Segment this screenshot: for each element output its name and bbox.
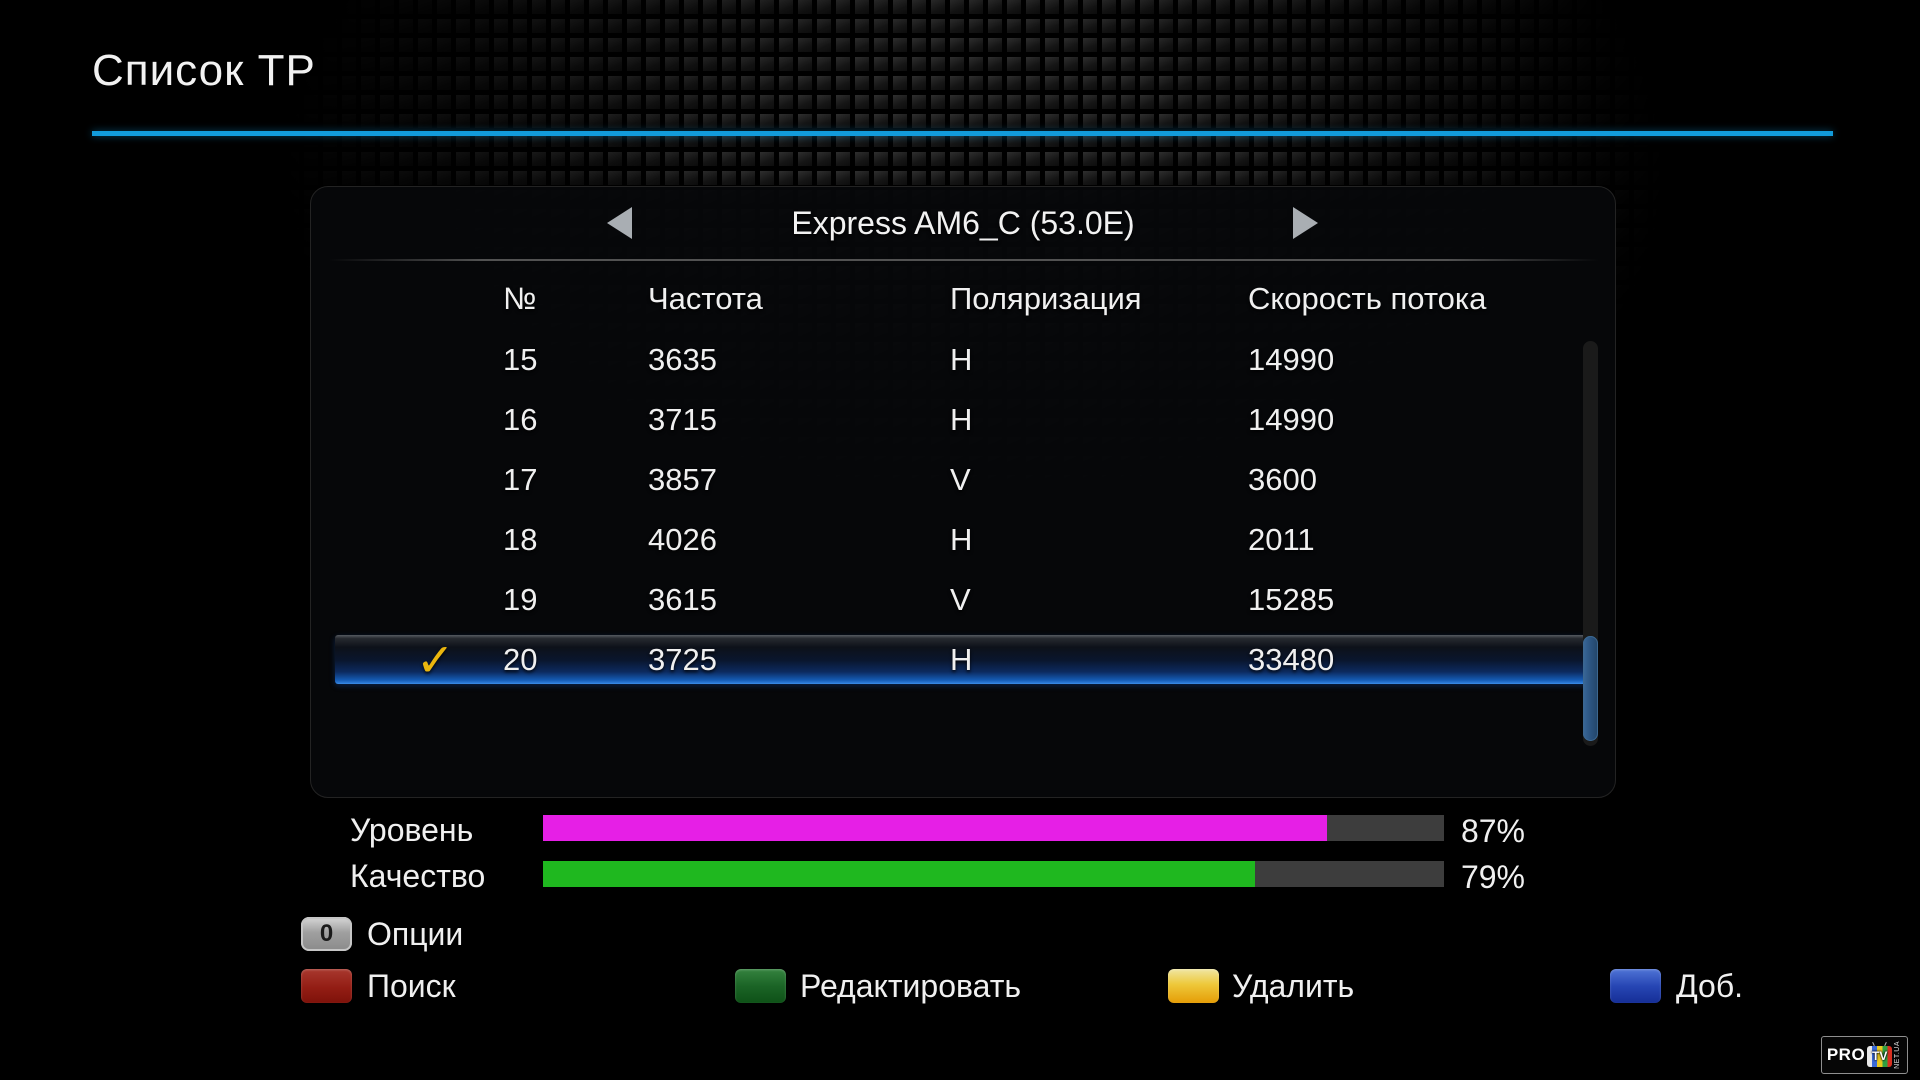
blue-key-button[interactable] xyxy=(1610,969,1661,1003)
green-key-label[interactable]: Редактировать xyxy=(800,968,1022,1004)
cell-symbol-rate: 33480 xyxy=(1248,642,1335,677)
signal-level-label: Уровень xyxy=(350,812,474,848)
logo-pro-text: PRO xyxy=(1826,1045,1866,1064)
red-key-label[interactable]: Поиск xyxy=(367,968,456,1004)
scrollbar-thumb[interactable] xyxy=(1583,636,1598,741)
cell-frequency: 4026 xyxy=(648,522,717,557)
signal-level-fill xyxy=(543,815,1327,841)
cell-symbol-rate: 3600 xyxy=(1248,462,1317,497)
options-label: Опции xyxy=(367,916,464,952)
cell-number: 17 xyxy=(503,462,538,497)
satellite-selector: Express AM6_C (53.0E) xyxy=(311,193,1615,253)
column-header-polarization: Поляризация xyxy=(950,281,1142,316)
next-satellite-arrow-icon[interactable] xyxy=(1293,207,1318,239)
signal-quality-value: 79% xyxy=(1460,859,1525,895)
cell-frequency: 3857 xyxy=(648,462,717,497)
cell-frequency: 3615 xyxy=(648,582,717,617)
table-header: № Частота Поляризация Скорость потока xyxy=(311,269,1615,329)
cell-polarization: H xyxy=(950,522,973,557)
scrollbar[interactable] xyxy=(1583,341,1598,746)
cell-number: 15 xyxy=(503,342,538,377)
provider-logo: PRO TV NET.UA xyxy=(1821,1036,1908,1074)
red-key-button[interactable] xyxy=(301,969,352,1003)
signal-quality-fill xyxy=(543,861,1255,887)
table-row-selected[interactable]: ✓ 20 3725 H 33480 xyxy=(311,630,1615,690)
signal-level-value: 87% xyxy=(1460,813,1525,849)
blue-key-label[interactable]: Доб. xyxy=(1676,968,1744,1004)
column-header-frequency: Частота xyxy=(648,281,763,316)
transponder-panel: Express AM6_C (53.0E) № Частота Поляриза… xyxy=(310,186,1616,798)
cell-polarization: H xyxy=(950,642,973,677)
cell-number: 20 xyxy=(503,642,538,677)
check-icon: ✓ xyxy=(416,634,455,686)
cell-frequency: 3635 xyxy=(648,342,717,377)
cell-frequency: 3715 xyxy=(648,402,717,437)
logo-side-text: NET.UA xyxy=(1894,1041,1902,1069)
table-row[interactable]: 16 3715 H 14990 xyxy=(311,390,1615,450)
cell-symbol-rate: 14990 xyxy=(1248,402,1335,437)
cell-symbol-rate: 2011 xyxy=(1248,522,1315,557)
table-row[interactable]: 19 3615 V 15285 xyxy=(311,570,1615,630)
table-row[interactable]: 15 3635 H 14990 xyxy=(311,330,1615,390)
cell-frequency: 3725 xyxy=(648,642,717,677)
yellow-key-button[interactable] xyxy=(1168,969,1219,1003)
prev-satellite-arrow-icon[interactable] xyxy=(607,207,632,239)
page-title: Список ТР xyxy=(92,46,316,95)
signal-quality-label: Качество xyxy=(350,858,486,894)
header-divider xyxy=(329,259,1599,261)
signal-quality-bar xyxy=(543,861,1444,887)
cell-polarization: H xyxy=(950,342,973,377)
cell-number: 18 xyxy=(503,522,538,557)
title-underline xyxy=(92,131,1833,136)
cell-number: 19 xyxy=(503,582,538,617)
column-header-symbol-rate: Скорость потока xyxy=(1248,281,1487,316)
cell-polarization: H xyxy=(950,402,973,437)
table-row[interactable]: 18 4026 H 2011 xyxy=(311,510,1615,570)
satellite-name: Express AM6_C (53.0E) xyxy=(791,205,1135,241)
options-key-button[interactable]: 0 xyxy=(301,917,352,951)
cell-symbol-rate: 15285 xyxy=(1248,582,1335,617)
cell-polarization: V xyxy=(950,462,971,497)
logo-tv-icon: TV xyxy=(1867,1046,1893,1067)
yellow-key-label[interactable]: Удалить xyxy=(1232,968,1355,1004)
signal-level-bar xyxy=(543,815,1444,841)
cell-symbol-rate: 14990 xyxy=(1248,342,1335,377)
table-row[interactable]: 17 3857 V 3600 xyxy=(311,450,1615,510)
column-header-number: № xyxy=(503,281,537,316)
cell-polarization: V xyxy=(950,582,971,617)
green-key-button[interactable] xyxy=(735,969,786,1003)
cell-number: 16 xyxy=(503,402,538,437)
